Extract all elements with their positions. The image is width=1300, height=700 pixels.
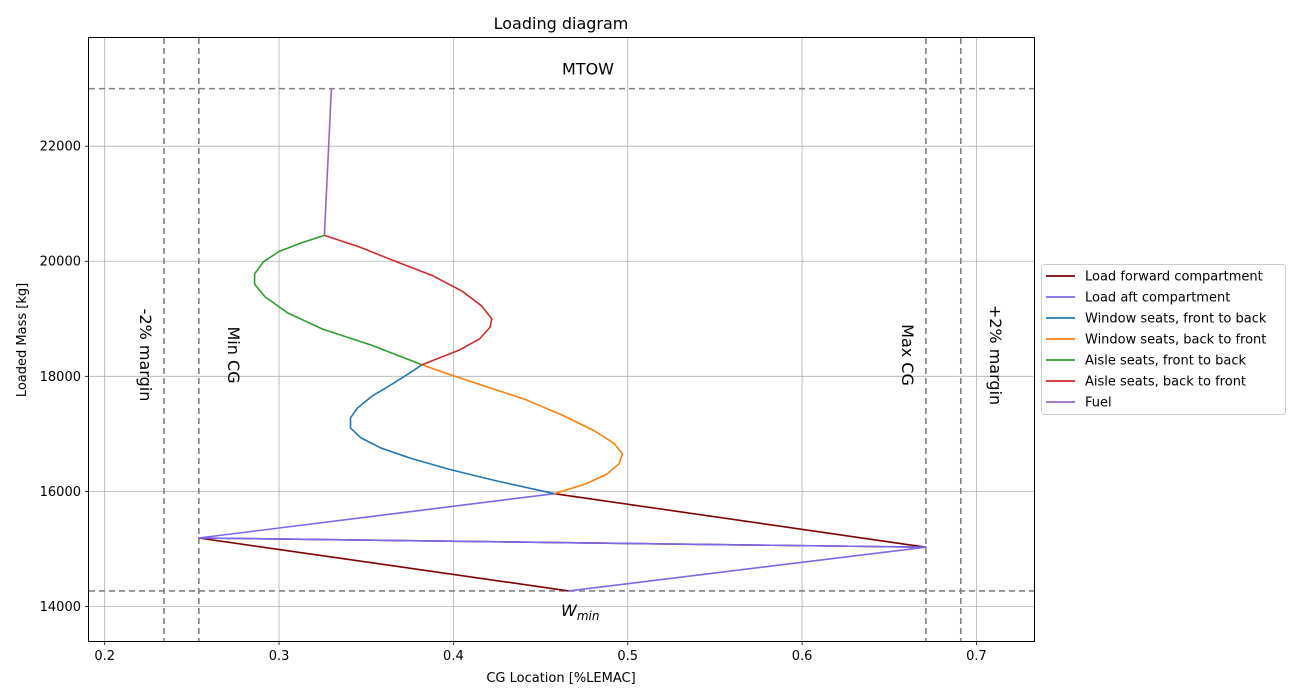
series-line [421,364,624,495]
legend-label: Load forward compartment [1085,270,1263,285]
wmin-label-subscript: min [577,609,600,623]
data-series [198,88,927,592]
reference-lines: MTOW Wmin -2% margin Min CG Max CG +2% margin [89,38,1034,641]
wmin-label: Wmin [561,601,599,623]
x-tick-label: 0.3 [269,649,290,664]
chart-title: Loading diagram [494,14,629,33]
grid-lines [89,38,1034,641]
legend-label: Fuel [1085,396,1112,411]
vertical-ref-label: +2% margin [986,305,1005,405]
x-tick-label: 0.5 [617,649,638,664]
y-tick-label: 18000 [40,370,81,385]
series-line [349,364,555,495]
y-tick-label: 14000 [40,600,81,615]
vertical-ref-label: Max CG [898,324,917,386]
x-tick-label: 0.4 [443,649,464,664]
legend-label: Window seats, front to back [1085,312,1267,327]
axis-ticks: 0.2 0.3 0.4 0.5 0.6 0.7 14000 16000 18000 20000 22… [40,140,987,664]
y-tick-label: 16000 [40,485,81,500]
series-line [324,234,493,366]
y-tick-label: 22000 [40,140,81,155]
plot-frame [88,37,1035,642]
y-tick-label: 20000 [40,255,81,270]
legend-label: Window seats, back to front [1085,333,1266,348]
x-axis-label: CG Location [%LEMAC] [486,671,635,686]
series-line [198,492,927,592]
legend-label: Aisle seats, back to front [1085,375,1246,390]
legend-box [1041,264,1286,415]
vertical-ref-label: Min CG [224,326,243,383]
series-line [253,234,423,366]
x-tick-label: 0.7 [966,649,987,664]
vertical-ref-label: -2% margin [136,309,155,402]
series-line [323,88,333,236]
mtow-label: MTOW [562,60,614,79]
legend-label: Aisle seats, front to back [1085,354,1246,369]
wmin-label-main: W [561,601,578,620]
legend-label: Load aft compartment [1085,291,1230,306]
y-axis-label: Loaded Mass [kg] [15,283,30,397]
legend: Load forward compartment Load aft compart… [1041,264,1286,415]
x-tick-label: 0.6 [792,649,813,664]
x-tick-label: 0.2 [94,649,115,664]
